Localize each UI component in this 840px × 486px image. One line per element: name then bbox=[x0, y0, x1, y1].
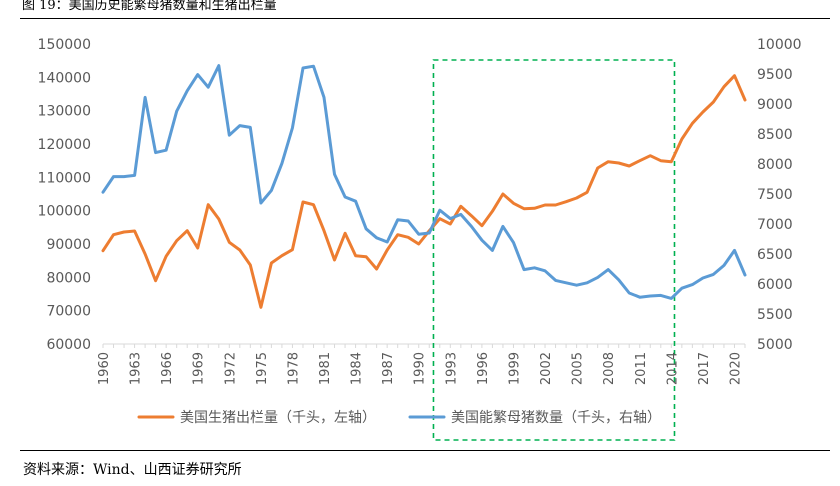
y-left-tick-label: 70000 bbox=[46, 304, 91, 320]
x-tick-label: 2011 bbox=[634, 352, 649, 385]
y-left-tick-label: 60000 bbox=[46, 337, 91, 353]
figure-title: 图 19：美国历史能繁母猪数量和生猪出栏量 bbox=[22, 0, 277, 13]
y-right-tick-label: 5500 bbox=[757, 307, 793, 323]
y-right-tick-label: 10000 bbox=[757, 37, 802, 53]
y-right-tick-label: 7500 bbox=[757, 187, 793, 203]
y-left-tick-label: 140000 bbox=[38, 70, 91, 86]
legend: 美国生猪出栏量（千头，左轴） 美国能繁母猪数量（千头，右轴） bbox=[137, 410, 661, 426]
x-tick-label: 1975 bbox=[255, 352, 270, 385]
x-tick-label: 1972 bbox=[223, 352, 238, 385]
y-left-tick-label: 120000 bbox=[38, 137, 91, 153]
x-tick-label: 1960 bbox=[97, 352, 112, 385]
x-tick-label: 1996 bbox=[476, 352, 491, 385]
y-right-tick-label: 8500 bbox=[757, 127, 793, 143]
x-tick-label: 2005 bbox=[571, 352, 586, 385]
highlight-box bbox=[432, 59, 676, 441]
y-right-tick-label: 8000 bbox=[757, 157, 793, 173]
y-left-tick-label: 150000 bbox=[38, 37, 91, 53]
x-tick-label: 1984 bbox=[350, 352, 365, 385]
y-right-tick-label: 9000 bbox=[757, 97, 793, 113]
y-right-tick-label: 7000 bbox=[757, 217, 793, 233]
y-left-tick-label: 90000 bbox=[46, 237, 91, 253]
x-tick-label: 1993 bbox=[444, 352, 459, 385]
top-rule bbox=[20, 18, 830, 19]
x-tick-label: 1987 bbox=[381, 352, 396, 385]
x-tick-label: 1978 bbox=[286, 352, 301, 385]
highlight-layer bbox=[432, 59, 676, 441]
series-layer bbox=[101, 64, 747, 309]
source-note: 资料来源：Wind、山西证券研究所 bbox=[23, 462, 242, 478]
x-tick-label: 1966 bbox=[160, 352, 175, 385]
sow-inventory-line bbox=[101, 64, 747, 300]
x-tick-label: 1999 bbox=[507, 352, 522, 385]
x-tick-label: 1963 bbox=[129, 352, 144, 385]
axis-layer bbox=[102, 343, 746, 348]
x-tick-label: 1969 bbox=[192, 352, 207, 385]
y-left-tick-label: 110000 bbox=[38, 170, 91, 186]
x-tick-label: 2008 bbox=[602, 352, 617, 385]
y-right-tick-label: 6500 bbox=[757, 247, 793, 263]
bottom-rule bbox=[20, 450, 830, 451]
tick-layer: 60000 70000 80000 90000 100000 110000 120000 13… bbox=[38, 37, 802, 385]
x-tick-label: 1981 bbox=[318, 352, 333, 385]
y-left-tick-label: 100000 bbox=[38, 204, 91, 220]
y-right-tick-label: 6000 bbox=[757, 277, 793, 293]
legend-hog-output-label: 美国生猪出栏量（千头，左轴） bbox=[180, 410, 376, 426]
y-right-tick-label: 9500 bbox=[757, 67, 793, 83]
x-tick-label: 2017 bbox=[697, 352, 712, 385]
x-tick-label: 2002 bbox=[539, 352, 554, 385]
x-tick-label: 2014 bbox=[665, 352, 680, 385]
y-right-tick-label: 5000 bbox=[757, 337, 793, 353]
x-tick-label: 1990 bbox=[413, 352, 428, 385]
y-left-tick-label: 130000 bbox=[38, 104, 91, 120]
legend-sow-inventory-label: 美国能繁母猪数量（千头，右轴） bbox=[451, 410, 661, 426]
y-left-tick-label: 80000 bbox=[46, 270, 91, 286]
hog-output-line bbox=[101, 74, 747, 309]
x-tick-label: 2020 bbox=[728, 352, 743, 385]
